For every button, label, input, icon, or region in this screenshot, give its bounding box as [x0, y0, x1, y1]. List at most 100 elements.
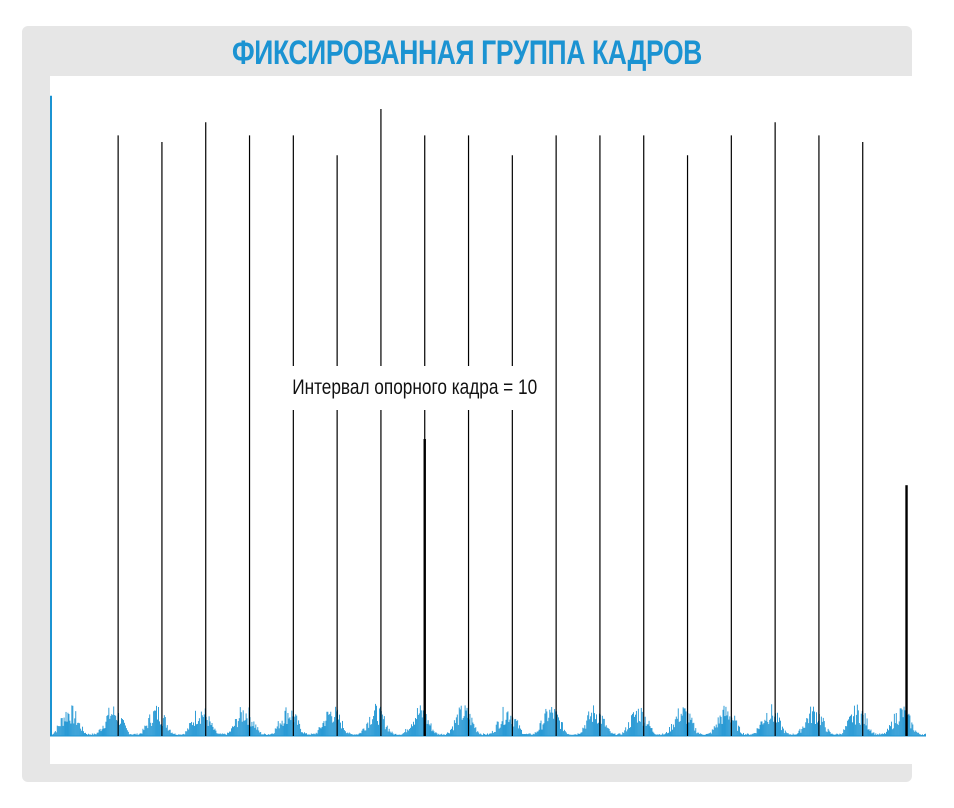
frame-bar	[814, 711, 815, 736]
frame-bar	[846, 726, 848, 736]
frame-bar	[860, 713, 862, 736]
frame-bar	[670, 724, 672, 736]
frame-bar	[464, 705, 466, 736]
frame-bar	[135, 734, 137, 736]
frame-bar	[63, 717, 65, 736]
frame-bar	[805, 722, 807, 736]
frame-bar	[879, 733, 881, 736]
frame-bar	[829, 732, 831, 736]
frame-bar	[668, 732, 669, 736]
frame-bar	[127, 731, 129, 736]
frame-bar	[214, 728, 216, 736]
frame-bar	[415, 719, 417, 736]
frame-bar	[920, 734, 922, 736]
frame-bar	[80, 728, 82, 736]
frame-bar	[769, 719, 771, 736]
frame-bar	[515, 718, 517, 736]
keyframe-interval-label: Интервал опорного кадра = 10	[284, 366, 543, 410]
frame-bar	[223, 733, 225, 736]
frame-bar	[740, 732, 741, 736]
frame-bar	[791, 734, 793, 736]
frame-bar	[916, 731, 918, 736]
frame-bar	[843, 729, 845, 736]
frame-bar	[486, 734, 487, 736]
frame-bar	[720, 716, 722, 736]
frame-bar	[704, 734, 705, 736]
frame-bar	[232, 726, 234, 736]
frame-bar	[375, 703, 376, 736]
frame-bar	[70, 723, 72, 736]
frame-bar	[785, 732, 787, 736]
frame-bar	[359, 732, 361, 736]
frame-bar	[826, 732, 828, 736]
frame-bar	[612, 733, 614, 736]
frame-bar	[685, 711, 687, 736]
frame-bar	[517, 720, 519, 736]
frame-bar	[247, 724, 249, 736]
frame-bar	[490, 733, 492, 736]
frame-bar	[207, 725, 209, 736]
frame-bar	[123, 720, 124, 736]
frame-bar	[816, 722, 818, 736]
frame-bar	[525, 733, 527, 736]
frame-bar	[422, 710, 424, 736]
frame-bar	[857, 710, 859, 736]
frame-bar	[657, 734, 659, 736]
frame-bar	[382, 719, 384, 736]
frame-bar	[316, 733, 318, 736]
frame-bar	[213, 729, 215, 736]
frame-bar	[900, 708, 902, 736]
frame-bar	[812, 711, 814, 736]
frame-bar	[790, 734, 792, 736]
frame-bar	[438, 733, 440, 736]
frame-bar	[611, 732, 613, 736]
frame-bar	[409, 728, 411, 736]
frame-bar	[548, 717, 550, 736]
frame-bar	[633, 712, 634, 736]
frame-bar	[530, 734, 532, 736]
frame-bar	[282, 725, 284, 736]
frame-bar	[492, 733, 494, 736]
frame-bar	[874, 734, 876, 736]
frame-bar	[683, 708, 685, 736]
frame-bar	[443, 734, 445, 736]
frame-bar	[863, 723, 865, 736]
frame-bar	[921, 734, 923, 736]
frame-bar	[369, 716, 371, 736]
frame-bar	[487, 733, 488, 736]
frame-bar	[545, 708, 547, 736]
frame-bar	[323, 721, 325, 736]
frame-bar	[729, 716, 731, 736]
frame-bar	[153, 711, 155, 736]
frame-bar	[361, 730, 363, 736]
frame-bar	[55, 732, 57, 736]
frame-bar	[811, 723, 813, 736]
frame-bar	[646, 724, 648, 736]
frame-bar	[65, 711, 67, 736]
frame-bar	[404, 732, 406, 736]
frame-bar	[71, 705, 73, 736]
frame-bar	[383, 716, 385, 736]
frame-bar	[320, 728, 322, 736]
frame-bar	[285, 707, 287, 736]
frame-bar	[61, 718, 63, 736]
frame-bar	[172, 733, 174, 736]
frame-bar	[783, 733, 785, 736]
frame-bar	[143, 730, 145, 736]
frame-bar	[661, 734, 663, 736]
frame-bar	[757, 728, 759, 736]
frame-bar	[607, 728, 609, 736]
frame-bar	[68, 714, 70, 736]
frame-bar	[284, 710, 286, 736]
frame-bar	[823, 721, 825, 736]
frame-bar	[763, 723, 765, 736]
frame-bar	[761, 721, 763, 736]
frame-bar	[267, 734, 268, 736]
frame-bar	[328, 714, 330, 736]
frame-bar	[305, 733, 307, 736]
frame-bar	[133, 733, 135, 736]
frame-bar	[478, 732, 480, 736]
frame-bar	[709, 732, 711, 736]
frame-bar	[831, 733, 833, 736]
frame-bar	[924, 734, 925, 736]
